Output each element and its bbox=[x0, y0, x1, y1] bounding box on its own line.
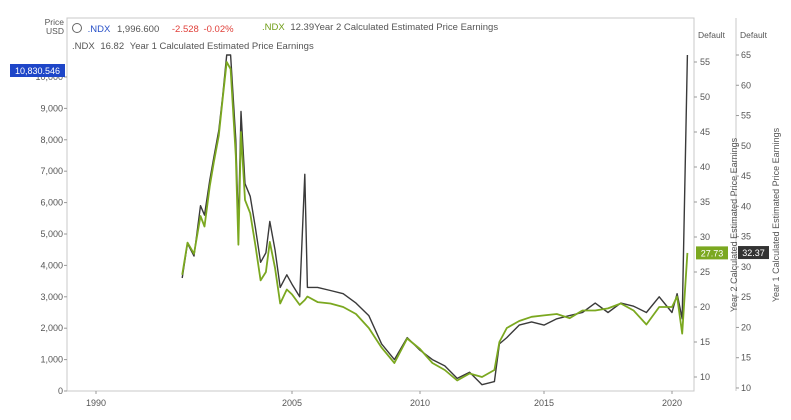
right-axis2-tick-label: 60 bbox=[741, 80, 751, 90]
right-axis1-tick-label: 20 bbox=[700, 302, 710, 312]
legend-year1-pe[interactable]: .NDX 16.82 Year 1 Calculated Estimated P… bbox=[72, 41, 314, 52]
x-axis-tick-label: 2015 bbox=[534, 398, 554, 408]
right-axis1-tick-label: 35 bbox=[700, 197, 710, 207]
right-axis1-tick-label: 40 bbox=[700, 162, 710, 172]
right-axis2-tick-label: 40 bbox=[741, 201, 751, 211]
plot-frame bbox=[66, 17, 695, 392]
year2-badge-bg bbox=[696, 246, 728, 260]
right-axis2-tick-label: 25 bbox=[741, 292, 751, 302]
ndx-price-line bbox=[181, 54, 689, 386]
left-axis-tick-label: 7,000 bbox=[40, 166, 63, 176]
legend-ndx[interactable]: .NDX 1,996.600 -2.528 -0.02% bbox=[72, 22, 234, 35]
left-axis-tick-label: 1,000 bbox=[40, 355, 63, 365]
right-axis1-title: Year 2 Calculated Estimated Price Earnin… bbox=[729, 137, 739, 312]
price-axis-header: Price USD bbox=[18, 18, 64, 36]
legend-y1-value: 16.82 bbox=[100, 41, 125, 52]
legend-y2-value: 12.39 bbox=[290, 22, 315, 33]
right-axis1-tick-label: 50 bbox=[700, 92, 710, 102]
left-axis-tick-label: 8,000 bbox=[40, 135, 63, 145]
right-axis1-tick-label: 30 bbox=[700, 232, 710, 242]
x-axis-tick-label: 2020 bbox=[662, 398, 682, 408]
right-axis2-header: Default bbox=[740, 30, 767, 40]
left-axis-tick-label: 0 bbox=[58, 386, 63, 396]
right-axis2-tick-label: 45 bbox=[741, 171, 751, 181]
right-axis1-tick-label: 15 bbox=[700, 337, 710, 347]
left-axis-tick-label: 6,000 bbox=[40, 198, 63, 208]
right-axis2-title: Year 1 Calculated Estimated Price Earnin… bbox=[771, 127, 781, 302]
right-axis1-tick-label: 25 bbox=[700, 267, 710, 277]
legend-ndx-change: -2.528 bbox=[171, 24, 199, 35]
right-axis2-tick-label: 35 bbox=[741, 232, 751, 242]
right-axis2-tick-label: 20 bbox=[741, 322, 751, 332]
right-axis2-tick-label: 30 bbox=[741, 262, 751, 272]
right-axis1-tick-label: 45 bbox=[700, 127, 710, 137]
x-axis-tick-label: 2010 bbox=[410, 398, 430, 408]
x-axis-tick-label: 2005 bbox=[282, 398, 302, 408]
legend-y2-ticker: .NDX bbox=[262, 22, 285, 33]
year2-pe-line bbox=[181, 61, 689, 382]
right-axis2-tick-label: 10 bbox=[741, 383, 751, 393]
right-axis1-header: Default bbox=[698, 30, 725, 40]
right-axis1-tick-label: 55 bbox=[700, 57, 710, 67]
currency-label: USD bbox=[46, 26, 64, 36]
legend-ndx-ticker: .NDX bbox=[87, 24, 111, 35]
clock-icon bbox=[72, 23, 82, 33]
right-axis2-tick-label: 55 bbox=[741, 111, 751, 121]
right-axis2-tick-label: 50 bbox=[741, 141, 751, 151]
price-badge-bg bbox=[10, 64, 65, 77]
year2-badge-label: 27.73 bbox=[701, 248, 724, 258]
right-axis2-tick-label: 65 bbox=[741, 50, 751, 60]
left-axis-tick-label: 3,000 bbox=[40, 292, 63, 302]
price-badge-label: 10,830.546 bbox=[15, 66, 60, 76]
price-label: Price bbox=[44, 17, 64, 27]
left-axis-tick-label: 4,000 bbox=[40, 260, 63, 270]
legend-ndx-change-pct: -0.02% bbox=[203, 24, 234, 35]
left-axis-tick-label: 2,000 bbox=[40, 323, 63, 333]
year1-badge-label: 32.37 bbox=[742, 248, 765, 258]
legend-y1-ticker: .NDX bbox=[72, 41, 95, 52]
legend-year2-pe[interactable]: .NDX 12.39Year 2 Calculated Estimated Pr… bbox=[262, 22, 498, 33]
legend-y2-name: Year 2 Calculated Estimated Price Earnin… bbox=[314, 22, 499, 33]
year1-badge-bg bbox=[738, 246, 769, 260]
right-axis1-tick-label: 10 bbox=[700, 372, 710, 382]
left-axis-tick-label: 5,000 bbox=[40, 229, 63, 239]
right-axis2-tick-label: 15 bbox=[741, 353, 751, 363]
legend-y1-name: Year 1 Calculated Estimated Price Earnin… bbox=[129, 41, 314, 52]
x-axis-tick-label: 1990 bbox=[86, 398, 106, 408]
legend-ndx-value: 1,996.600 bbox=[116, 24, 160, 35]
left-axis-tick-label: 9,000 bbox=[40, 103, 63, 113]
